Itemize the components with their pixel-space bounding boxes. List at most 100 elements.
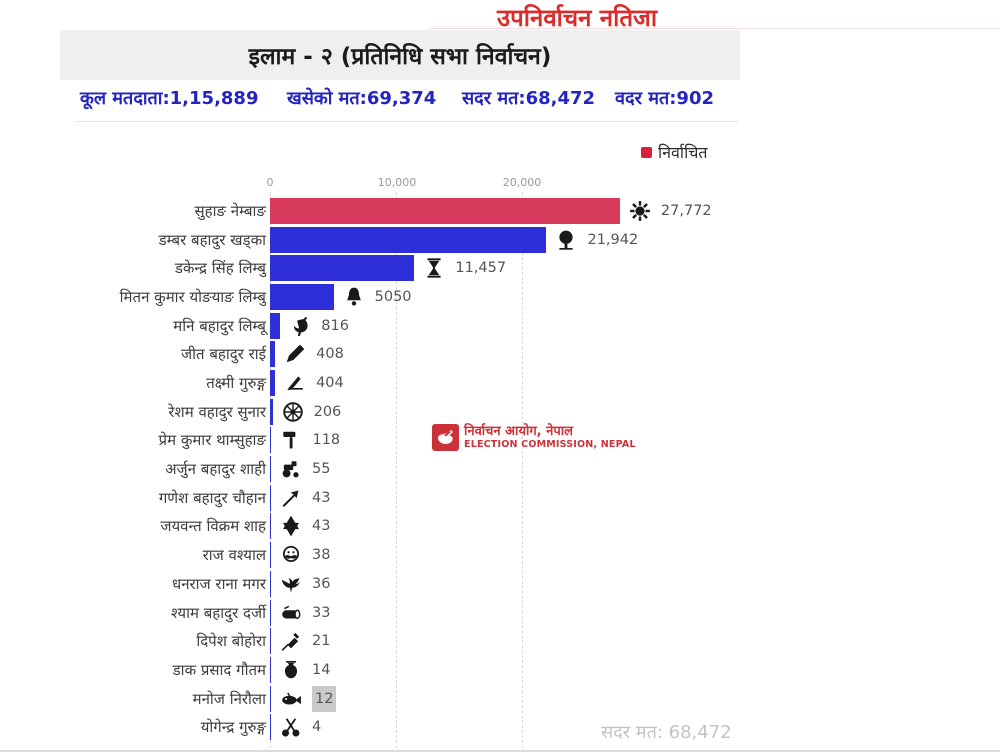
vote-bar[interactable] xyxy=(270,714,271,741)
candidate-name: मनोज निरौला xyxy=(192,689,266,708)
candidate-name: तक्ष्मी गुरुङ्ग xyxy=(206,374,266,393)
election-commission-logo-icon xyxy=(432,424,459,451)
chart-row: अर्जुन बहादुर शाही 55 xyxy=(0,456,1000,483)
tractor-icon xyxy=(280,458,304,480)
stat-votes-cast: खसेको मत:69,374 xyxy=(287,88,437,109)
vote-bar[interactable] xyxy=(270,484,271,511)
vote-count: 14 xyxy=(312,661,331,678)
constituency-header: इलाम - २ (प्रतिनिधि सभा निर्वाचन) xyxy=(60,30,740,80)
chart-legend: निर्वाचित xyxy=(641,141,708,163)
gridline-10000 xyxy=(396,192,397,748)
vote-bar[interactable] xyxy=(270,685,271,712)
chart-row: मनि बहादुर लिम्बू 816 xyxy=(0,312,1000,339)
vote-bar-elected[interactable] xyxy=(270,198,620,224)
candidate-name: जीत बहादुर राई xyxy=(180,345,266,364)
vote-count: 118 xyxy=(312,432,341,449)
chart-row: मितन कुमार योङयाङ लिम्बु 5050 xyxy=(0,284,1000,311)
vote-bar[interactable] xyxy=(270,255,415,282)
vote-bar[interactable] xyxy=(270,398,273,425)
vote-count: 36 xyxy=(312,575,331,592)
vote-bar[interactable] xyxy=(270,284,334,311)
chart-row: प्रेम कुमार थाम्सुहाङ 118 xyxy=(0,427,1000,454)
page-title: उपनिर्वाचन नतिजा xyxy=(497,4,658,32)
vote-bar[interactable] xyxy=(270,628,271,655)
title-underline xyxy=(430,28,1000,29)
eagle-icon xyxy=(280,573,304,595)
elected-legend-swatch xyxy=(641,146,652,158)
vote-bar[interactable] xyxy=(270,570,271,597)
vote-bar[interactable] xyxy=(270,599,271,626)
stat-valid-votes: सदर मत:68,472 xyxy=(462,88,596,109)
candidate-name: जयवन्त विक्रम शाह xyxy=(160,517,266,536)
candidate-name: श्याम बहादुर दर्जी xyxy=(171,603,266,622)
gridline-20000 xyxy=(522,192,523,748)
stat-total-voters: कूल मतदाता:1,15,889 xyxy=(80,88,259,109)
vote-count: 12 xyxy=(312,685,337,712)
candidate-name: अर्जुन बहादुर शाही xyxy=(165,460,266,479)
vote-count: 404 xyxy=(316,375,344,392)
chart-row: जीत बहादुर राई 408 xyxy=(0,341,1000,368)
candidate-name: मितन कुमार योङयाङ लिम्बु xyxy=(119,288,266,307)
log-icon xyxy=(280,602,304,624)
vote-bar[interactable] xyxy=(270,370,276,397)
pen-icon xyxy=(284,343,308,365)
page-bottom-divider xyxy=(0,750,1000,752)
watermark-english-text: ELECTION COMMISSION, NEPAL xyxy=(464,439,636,450)
candidate-name: सुहाङ नेम्बाङ xyxy=(194,202,266,220)
vote-bar[interactable] xyxy=(270,513,271,540)
chart-row: रेशम वहादुर सुनार 206 xyxy=(0,398,1000,425)
chart-row: तक्ष्मी गुरुङ्ग 404 xyxy=(0,370,1000,397)
plough-icon xyxy=(284,372,308,394)
hourglass-icon xyxy=(423,257,447,279)
vote-count: 33 xyxy=(312,604,331,621)
syringe-icon xyxy=(280,630,304,652)
candidate-name: मनि बहादुर लिम्बू xyxy=(173,316,266,335)
vote-bar[interactable] xyxy=(270,427,272,454)
vote-bar[interactable] xyxy=(270,312,281,339)
vote-bar[interactable] xyxy=(270,542,271,569)
chart-row: जयवन्त विक्रम शाह 43 xyxy=(0,513,1000,540)
watermark-nepali-text: निर्वाचन आयोग, नेपाल xyxy=(464,424,573,439)
vote-count: 11,457 xyxy=(455,260,507,277)
candidate-name: डम्बर बहादुर खड्का xyxy=(158,230,266,249)
constituency-header-label: इलाम - २ (प्रतिनिधि सभा निर्वाचन) xyxy=(248,44,552,70)
vote-count: 5050 xyxy=(374,289,412,306)
candidate-name: प्रेम कुमार थाम्सुहाङ xyxy=(158,431,266,450)
chart-row: डकेन्द्र सिंह लिम्बु 11,457 xyxy=(0,255,1000,282)
vote-count: 816 xyxy=(321,317,349,334)
vote-bar[interactable] xyxy=(270,656,271,683)
x-tick-20000: 20,000 xyxy=(502,176,542,189)
vote-count: 55 xyxy=(312,461,331,478)
chart-row: धनराज राना मगर 36 xyxy=(0,570,1000,597)
chart-row: राज वश्याल 38 xyxy=(0,542,1000,569)
elected-legend-label: निर्वाचित xyxy=(658,143,708,162)
mustache-man-icon xyxy=(280,544,304,566)
fish-icon xyxy=(280,688,304,710)
valid-votes-footnote: सदर मत: 68,472 xyxy=(601,722,732,743)
vote-count: 4 xyxy=(312,719,322,736)
vote-bar[interactable] xyxy=(270,226,547,253)
candidate-name: राज वश्याल xyxy=(202,546,266,565)
sun-icon xyxy=(629,200,653,222)
candidate-name: रेशम वहादुर सुनार xyxy=(168,402,266,421)
hammer-icon xyxy=(280,429,304,451)
vote-count: 21,942 xyxy=(587,231,639,248)
stat-invalid-votes: वदर मत:902 xyxy=(615,88,714,109)
vote-bar[interactable] xyxy=(270,341,276,368)
candidate-name: डाक प्रसाद गौतम xyxy=(172,660,266,679)
chart-row: गणेश बहादुर चौहान 43 xyxy=(0,484,1000,511)
scissors-icon xyxy=(280,716,304,738)
vote-bar[interactable] xyxy=(270,456,271,483)
vote-count: 408 xyxy=(316,346,344,363)
tree-icon xyxy=(555,229,579,251)
candidate-name: दिपेश बोहोरा xyxy=(196,632,266,651)
election-commission-watermark: निर्वाचन आयोग, नेपाल ELECTION COMMISSION… xyxy=(432,424,636,451)
chart-row: दिपेश बोहोरा 21 xyxy=(0,628,1000,655)
candidate-name: गणेश बहादुर चौहान xyxy=(158,488,266,507)
vote-count: 43 xyxy=(312,518,331,535)
vote-count: 27,772 xyxy=(660,203,712,219)
chart-row: डम्बर बहादुर खड्का 21,942 xyxy=(0,226,1000,253)
star-of-david-icon xyxy=(280,515,304,537)
candidate-name: धनराज राना मगर xyxy=(171,574,266,593)
